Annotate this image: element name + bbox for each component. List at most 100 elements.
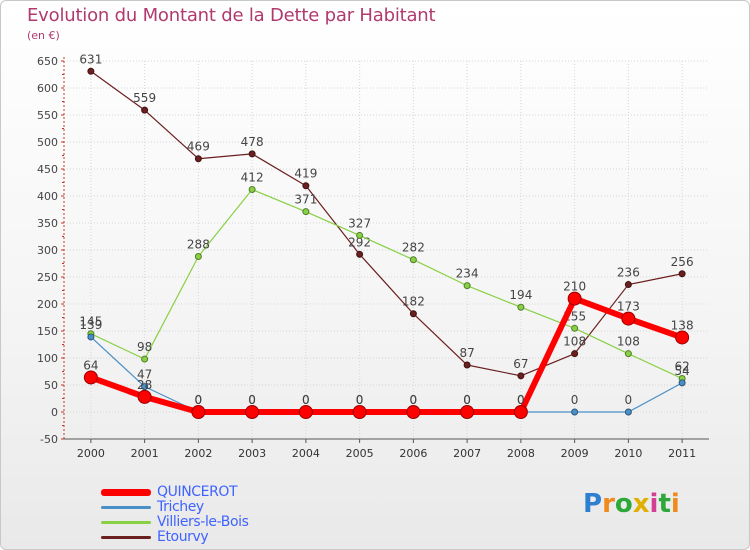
data-label-quincerot: 0 bbox=[248, 393, 256, 407]
data-point-quincerot bbox=[352, 405, 367, 419]
series-line-trichey bbox=[90, 336, 683, 413]
data-point-quincerot bbox=[191, 405, 206, 419]
data-point-etourvy bbox=[87, 67, 95, 75]
data-label-quincerot: 173 bbox=[617, 300, 640, 314]
y-tick-label: 250 bbox=[37, 271, 58, 284]
y-tick-label: 550 bbox=[37, 109, 58, 122]
y-tick-label: 0 bbox=[51, 406, 58, 419]
data-label-villiers-le-bois: 194 bbox=[509, 288, 532, 302]
data-label-etourvy: 256 bbox=[671, 255, 694, 269]
data-point-villiers-le-bois bbox=[409, 256, 417, 264]
x-tick-label: 2002 bbox=[184, 447, 212, 460]
data-point-quincerot bbox=[298, 405, 313, 419]
legend-swatch bbox=[101, 506, 151, 509]
x-tick-label: 2007 bbox=[453, 447, 481, 460]
data-label-etourvy: 108 bbox=[563, 335, 586, 349]
legend-item-etourvy: Etourvy bbox=[101, 530, 249, 545]
data-label-villiers-le-bois: 282 bbox=[402, 241, 425, 255]
legend-item-trichey: Trichey bbox=[101, 500, 249, 515]
data-point-etourvy bbox=[517, 372, 525, 380]
data-label-trichey: 139 bbox=[79, 318, 102, 332]
data-point-quincerot bbox=[137, 389, 152, 404]
legend-item-villiers-le-bois: Villiers-le-Bois bbox=[101, 515, 249, 530]
legend-swatch bbox=[101, 489, 151, 496]
series-etourvy: 631 559 469 478 419 292 182 87 67 108 236 256 bbox=[79, 52, 694, 380]
data-point-etourvy bbox=[571, 350, 579, 358]
x-tick-label: 2004 bbox=[292, 447, 320, 460]
data-point-quincerot bbox=[460, 405, 475, 419]
y-tick-label: 200 bbox=[37, 298, 58, 311]
logo-letter: i bbox=[670, 489, 680, 519]
data-label-quincerot: 210 bbox=[563, 280, 586, 294]
x-tick-label: 2001 bbox=[131, 447, 159, 460]
data-label-trichey: 0 bbox=[356, 393, 364, 407]
data-point-villiers-le-bois bbox=[141, 355, 149, 363]
data-point-quincerot bbox=[245, 405, 260, 419]
proxiti-logo: Proxiti bbox=[583, 489, 680, 519]
data-point-villiers-le-bois bbox=[248, 186, 256, 194]
data-label-trichey: 54 bbox=[674, 364, 689, 378]
data-point-villiers-le-bois bbox=[356, 231, 364, 239]
data-point-quincerot bbox=[567, 291, 582, 306]
x-tick-label: 2003 bbox=[238, 447, 266, 460]
data-label-quincerot: 0 bbox=[517, 393, 525, 407]
y-tick-label: 300 bbox=[37, 244, 58, 257]
data-point-etourvy bbox=[248, 150, 256, 158]
data-label-quincerot: 0 bbox=[463, 393, 471, 407]
logo-letter: P bbox=[583, 489, 603, 519]
data-label-villiers-le-bois: 98 bbox=[137, 340, 152, 354]
data-label-etourvy: 419 bbox=[294, 167, 317, 181]
y-tick-label: 600 bbox=[37, 82, 58, 95]
data-label-villiers-le-bois: 108 bbox=[617, 335, 640, 349]
data-label-villiers-le-bois: 234 bbox=[456, 267, 479, 281]
data-point-villiers-le-bois bbox=[194, 252, 202, 260]
data-label-trichey: 0 bbox=[625, 393, 633, 407]
series-line-quincerot bbox=[87, 295, 686, 415]
data-label-villiers-le-bois: 327 bbox=[348, 216, 371, 230]
data-label-trichey: 0 bbox=[302, 393, 310, 407]
data-label-quincerot: 64 bbox=[83, 358, 98, 372]
x-tick-label: 2008 bbox=[507, 447, 535, 460]
data-label-trichey: 47 bbox=[137, 368, 152, 382]
legend-swatch bbox=[101, 521, 151, 524]
data-point-etourvy bbox=[463, 361, 471, 369]
legend-label: Trichey bbox=[157, 499, 204, 515]
data-label-villiers-le-bois: 412 bbox=[241, 171, 264, 185]
data-point-etourvy bbox=[356, 250, 364, 258]
data-point-quincerot bbox=[621, 311, 636, 326]
data-label-etourvy: 87 bbox=[459, 346, 474, 360]
data-label-etourvy: 478 bbox=[241, 135, 264, 149]
y-tick-label: -50 bbox=[40, 433, 58, 446]
data-point-quincerot bbox=[83, 370, 98, 385]
chart-title: Evolution du Montant de la Dette par Hab… bbox=[27, 5, 436, 26]
data-point-trichey bbox=[624, 408, 632, 416]
legend-label: QUINCEROT bbox=[157, 484, 238, 500]
data-point-trichey bbox=[141, 383, 149, 391]
chart-subtitle: (en €) bbox=[27, 29, 60, 42]
data-label-quincerot: 138 bbox=[671, 318, 694, 332]
data-point-etourvy bbox=[302, 182, 310, 190]
y-tick-label: 500 bbox=[37, 136, 58, 149]
data-label-trichey: 0 bbox=[410, 393, 418, 407]
legend-swatch bbox=[101, 536, 151, 539]
data-label-quincerot: 0 bbox=[356, 393, 364, 407]
x-tick-label: 2006 bbox=[399, 447, 427, 460]
x-tick-label: 2010 bbox=[614, 447, 642, 460]
logo-letter: t bbox=[658, 489, 671, 519]
data-point-etourvy bbox=[678, 270, 686, 278]
data-point-trichey bbox=[87, 333, 95, 341]
data-point-etourvy bbox=[624, 281, 632, 289]
data-label-quincerot: 28 bbox=[137, 378, 152, 392]
data-label-trichey: 0 bbox=[463, 393, 471, 407]
legend-label: Etourvy bbox=[157, 529, 209, 545]
y-tick-label: 650 bbox=[37, 55, 58, 68]
data-label-villiers-le-bois: 371 bbox=[294, 193, 317, 207]
data-label-trichey: 0 bbox=[195, 393, 203, 407]
data-label-etourvy: 559 bbox=[133, 91, 156, 105]
series-quincerot: 64 28 0 0 0 0 0 0 0 210 173 138 bbox=[83, 280, 694, 419]
y-tick-label: 50 bbox=[44, 379, 58, 392]
x-tick-label: 2009 bbox=[561, 447, 589, 460]
data-label-etourvy: 182 bbox=[402, 295, 425, 309]
data-point-villiers-le-bois bbox=[302, 208, 310, 216]
